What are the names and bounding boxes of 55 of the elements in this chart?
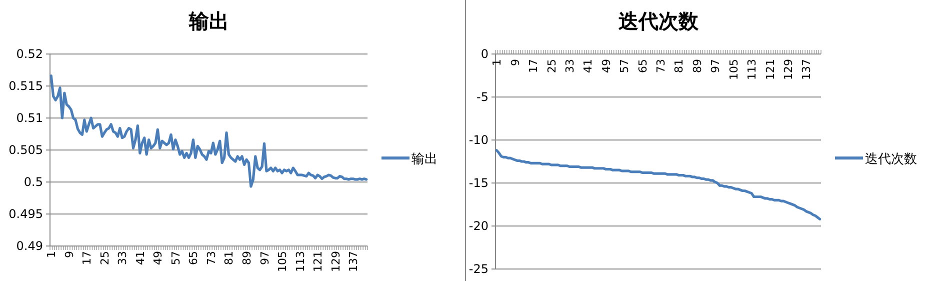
x-tick-label: 41 — [582, 59, 595, 73]
chart-title: 迭代次数 — [618, 9, 700, 33]
x-tick-label: 129 — [782, 59, 795, 80]
y-tick-label: 0.495 — [8, 207, 43, 221]
x-tick-label: 137 — [347, 251, 360, 272]
y-tick-label: -20 — [468, 219, 488, 233]
x-tick-label: 73 — [654, 59, 668, 73]
x-tick-label: 121 — [312, 251, 325, 272]
x-tick-label: 57 — [169, 251, 182, 265]
y-tick-label: -10 — [468, 133, 488, 147]
x-tick-label: 33 — [563, 59, 576, 73]
legend-label: 迭代次数 — [865, 152, 917, 167]
x-tick-label: 105 — [727, 59, 740, 80]
legend-label: 输出 — [412, 152, 438, 167]
x-tick-label: 1 — [45, 251, 58, 258]
x-tick-label: 113 — [746, 59, 759, 80]
y-tick-label: 0.505 — [8, 143, 43, 157]
x-tick-label: 97 — [258, 251, 272, 265]
line-series — [50, 74, 368, 188]
x-tick-label: 57 — [618, 59, 632, 73]
x-tick-label: 9 — [508, 59, 522, 66]
x-tick-label: 65 — [636, 59, 650, 73]
x-tick-label: 1 — [490, 59, 504, 66]
y-tick-label: 0.52 — [16, 47, 43, 61]
x-tick-label: 81 — [222, 251, 236, 265]
x-tick-label: 129 — [329, 251, 342, 272]
x-tick-label: 97 — [709, 59, 722, 73]
x-tick-label: 105 — [276, 251, 290, 272]
y-tick-label: 0.49 — [16, 239, 43, 253]
y-tick-label: -25 — [468, 262, 488, 276]
x-tick-label: 33 — [116, 251, 130, 265]
x-tick-label: 113 — [294, 251, 307, 272]
x-tick-label: 89 — [690, 59, 704, 73]
x-tick-label: 65 — [187, 251, 200, 265]
y-tick-label: 0.5 — [24, 175, 43, 189]
x-tick-label: 41 — [134, 251, 147, 265]
x-tick-label: 25 — [545, 59, 558, 73]
x-tick-label: 49 — [600, 59, 613, 73]
x-tick-label: 137 — [800, 59, 814, 80]
y-tick-label: 0.515 — [8, 79, 43, 93]
x-tick-label: 25 — [98, 251, 112, 265]
x-tick-label: 89 — [240, 251, 254, 265]
line-series — [495, 149, 822, 220]
x-tick-label: 17 — [527, 59, 540, 73]
y-tick-label: -15 — [468, 176, 488, 190]
y-tick-label: 0.51 — [16, 111, 43, 125]
x-tick-label: 17 — [80, 251, 94, 265]
x-tick-label: 49 — [152, 251, 165, 265]
x-tick-label: 121 — [764, 59, 777, 80]
chart-title: 输出 — [188, 9, 229, 33]
y-tick-label: -5 — [476, 90, 488, 104]
x-tick-label: 81 — [672, 59, 686, 73]
y-tick-label: 0 — [480, 47, 488, 61]
x-tick-label: 73 — [204, 251, 218, 265]
x-tick-label: 9 — [62, 251, 76, 258]
